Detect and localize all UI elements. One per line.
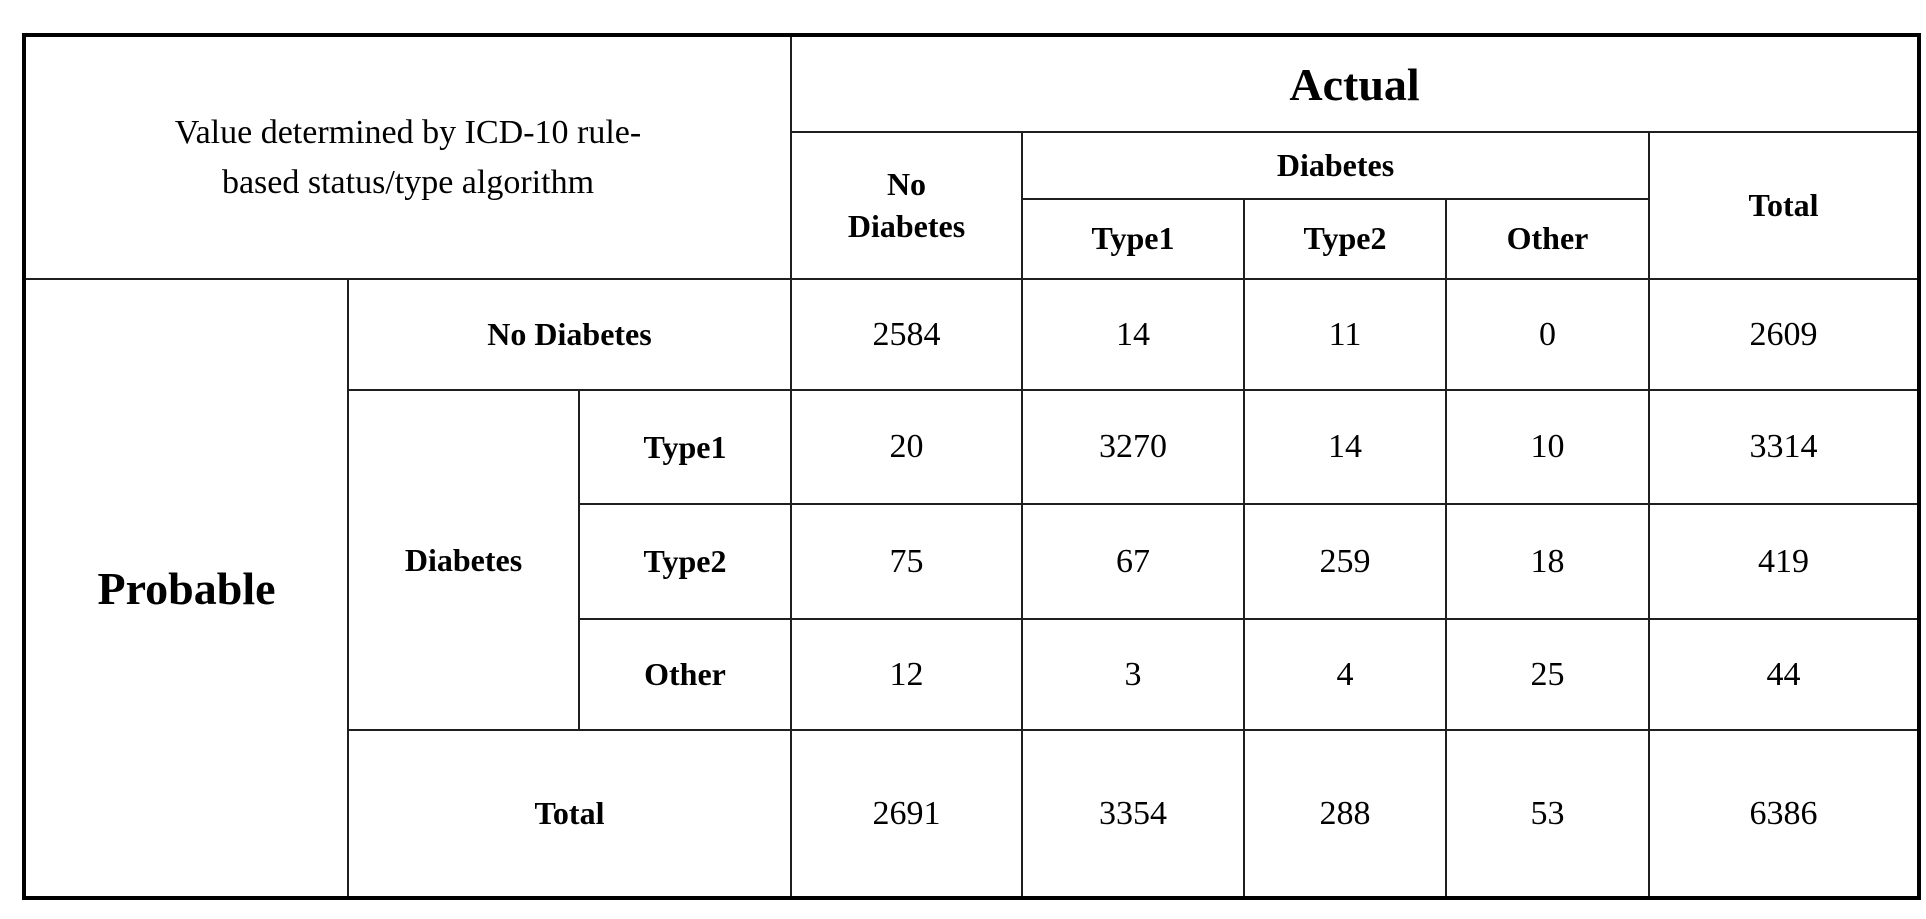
cell-type1-other: 10 [1445, 389, 1650, 505]
cell-nodiab-other: 0 [1445, 278, 1650, 391]
row-header-total: Total [347, 729, 792, 899]
row-axis-header-probable: Probable [23, 278, 349, 899]
corner-header-line2: based status/type algorithm [221, 163, 595, 201]
cell-other-nodiab: 12 [790, 618, 1023, 731]
cell-total-nodiab: 2691 [790, 729, 1023, 899]
col-header-other: Other [1445, 198, 1650, 280]
col-header-diabetes-group: Diabetes [1021, 131, 1650, 200]
cell-nodiab-nodiab: 2584 [790, 278, 1023, 391]
cell-other-total: 44 [1647, 618, 1921, 731]
cell-nodiab-type1: 14 [1021, 278, 1245, 391]
row-header-type1: Type1 [578, 389, 792, 505]
row-header-diabetes-group: Diabetes [347, 389, 580, 731]
cell-nodiab-total: 2609 [1647, 278, 1921, 391]
cell-total-total: 6386 [1647, 729, 1921, 899]
cell-other-type1: 3 [1021, 618, 1245, 731]
cell-type2-type2: 259 [1243, 503, 1447, 620]
cell-type1-nodiab: 20 [790, 389, 1023, 505]
col-header-type2: Type2 [1243, 198, 1447, 280]
row-header-other: Other [578, 618, 792, 731]
cell-type2-total: 419 [1647, 503, 1921, 620]
col-header-total: Total [1647, 131, 1921, 280]
confusion-matrix-table: Value determined by ICD-10 rule- based s… [22, 33, 1922, 900]
row-header-no-diabetes: No Diabetes [347, 278, 792, 391]
cell-type1-total: 3314 [1647, 389, 1921, 505]
cell-type1-type2: 14 [1243, 389, 1447, 505]
corner-header-line1: Value determined by ICD-10 rule- [174, 114, 642, 152]
row-header-type2: Type2 [578, 503, 792, 620]
cell-total-type1: 3354 [1021, 729, 1245, 899]
cell-total-type2: 288 [1243, 729, 1447, 899]
cell-total-other: 53 [1445, 729, 1650, 899]
cell-nodiab-type2: 11 [1243, 278, 1447, 391]
column-axis-header-actual: Actual [789, 34, 1921, 133]
cell-type1-type1: 3270 [1021, 389, 1245, 505]
col-header-type1: Type1 [1021, 198, 1245, 280]
col-header-no-diabetes-line2: Diabetes [847, 207, 966, 244]
cell-type2-other: 18 [1445, 503, 1650, 620]
cell-type2-nodiab: 75 [790, 503, 1023, 620]
corner-header-cell: Value determined by ICD-10 rule- based s… [23, 34, 792, 280]
cell-other-other: 25 [1445, 618, 1650, 731]
col-header-no-diabetes-line1: No [886, 165, 927, 202]
col-header-no-diabetes: No Diabetes [790, 131, 1023, 280]
cell-type2-type1: 67 [1021, 503, 1245, 620]
cell-other-type2: 4 [1243, 618, 1447, 731]
